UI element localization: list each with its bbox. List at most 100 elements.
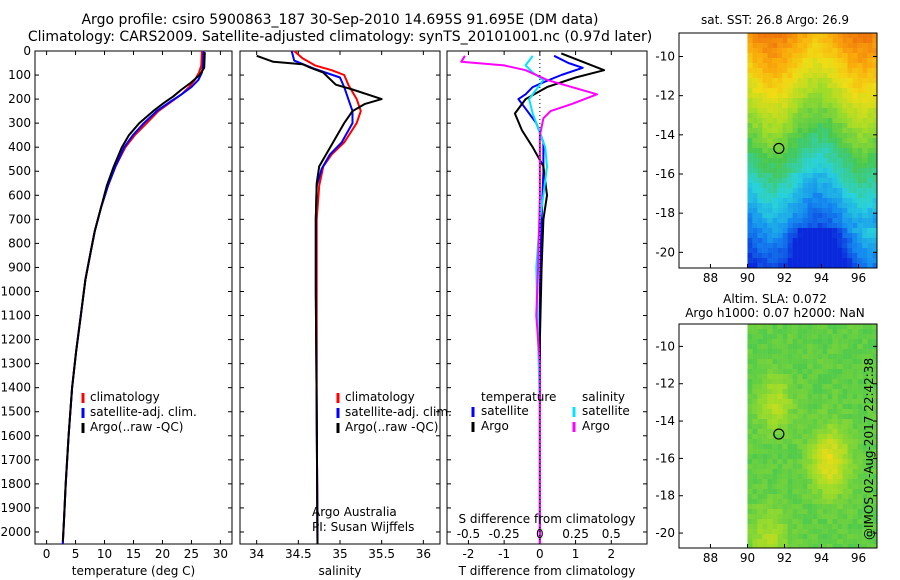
map-cell <box>867 178 873 183</box>
map-cell <box>857 489 863 494</box>
map-cell <box>857 419 863 424</box>
map-cell <box>852 509 858 514</box>
map-cell <box>847 258 853 263</box>
map-cell <box>867 53 873 58</box>
map-cell <box>802 494 808 499</box>
map-cell <box>837 494 843 499</box>
map-cell <box>867 158 873 163</box>
map-cell <box>812 198 818 203</box>
map-cell <box>842 213 848 218</box>
map-cell <box>832 529 838 534</box>
map-cell <box>852 53 858 58</box>
map-cell <box>862 83 868 88</box>
map-cell <box>847 118 853 123</box>
map-cell <box>822 113 828 118</box>
map-cell <box>772 158 778 163</box>
map-cell <box>782 449 788 454</box>
map-cell <box>822 544 828 548</box>
map-cell <box>762 163 768 168</box>
map-cell <box>822 138 828 143</box>
top-tick-label: 0 <box>536 527 544 541</box>
map-cell <box>782 123 788 128</box>
map-cell <box>817 183 823 188</box>
map-cell <box>752 409 758 414</box>
map-cell <box>832 143 838 148</box>
map-cell <box>842 253 848 258</box>
map-cell <box>767 53 773 58</box>
map-cell <box>807 499 813 504</box>
map-cell <box>797 534 803 539</box>
legend-label: satellite <box>582 404 630 418</box>
map-cell <box>757 359 763 364</box>
map-cell <box>857 479 863 484</box>
map-cell <box>812 263 818 268</box>
map-cell <box>797 213 803 218</box>
map-cell <box>812 324 818 329</box>
map-cell <box>757 158 763 163</box>
map-cell <box>862 108 868 113</box>
map-cell <box>827 143 833 148</box>
map-cell <box>772 138 778 143</box>
map-cell <box>762 158 768 163</box>
map-cell <box>827 113 833 118</box>
map-cell <box>822 168 828 173</box>
map-cell <box>787 188 793 193</box>
map-cell <box>827 429 833 434</box>
map-cell <box>747 93 753 98</box>
map-cell <box>812 178 818 183</box>
map-cell <box>792 479 798 484</box>
map-cell <box>787 369 793 374</box>
map-cell <box>777 359 783 364</box>
map-cell <box>867 118 873 123</box>
map-cell <box>857 243 863 248</box>
map-cell <box>837 364 843 369</box>
map-cell <box>847 409 853 414</box>
map-cell <box>857 459 863 464</box>
map-cell <box>872 53 877 58</box>
map-cell <box>852 424 858 429</box>
map-cell <box>807 98 813 103</box>
map-cell <box>747 73 753 78</box>
map-cell <box>787 153 793 158</box>
map-cell <box>792 324 798 329</box>
map-cell <box>762 233 768 238</box>
map-cell <box>752 324 758 329</box>
depth-tick-label: 2000 <box>0 525 31 539</box>
map-cell <box>832 519 838 524</box>
map-cell <box>762 33 768 38</box>
map-cell <box>802 73 808 78</box>
argo-position-marker <box>773 428 785 440</box>
map-cell <box>762 439 768 444</box>
map-cell <box>747 53 753 58</box>
map-cell <box>767 399 773 404</box>
map-cell <box>822 143 828 148</box>
map-cell <box>787 98 793 103</box>
map-cell <box>837 143 843 148</box>
map-cell <box>792 399 798 404</box>
map-cell <box>772 63 778 68</box>
map-cell <box>807 243 813 248</box>
map-cell <box>757 369 763 374</box>
map-cell <box>782 344 788 349</box>
depth-tick-label: 700 <box>8 212 31 226</box>
map-cell <box>792 504 798 509</box>
map-cell <box>802 63 808 68</box>
map-cell <box>772 494 778 499</box>
map-cell <box>792 43 798 48</box>
map-cell <box>787 253 793 258</box>
map-cell <box>817 324 823 329</box>
map-cell <box>867 103 873 108</box>
map-cell <box>852 379 858 384</box>
map-cell <box>847 83 853 88</box>
map-cell <box>792 108 798 113</box>
map-cell <box>747 389 753 394</box>
map-cell <box>837 374 843 379</box>
map-cell <box>852 123 858 128</box>
map-cell <box>822 108 828 113</box>
map-cell <box>827 213 833 218</box>
map-cell <box>852 233 858 238</box>
map-x-tick-label: 88 <box>703 271 718 285</box>
map-cell <box>797 193 803 198</box>
map-cell <box>872 228 877 233</box>
map-cell <box>842 63 848 68</box>
